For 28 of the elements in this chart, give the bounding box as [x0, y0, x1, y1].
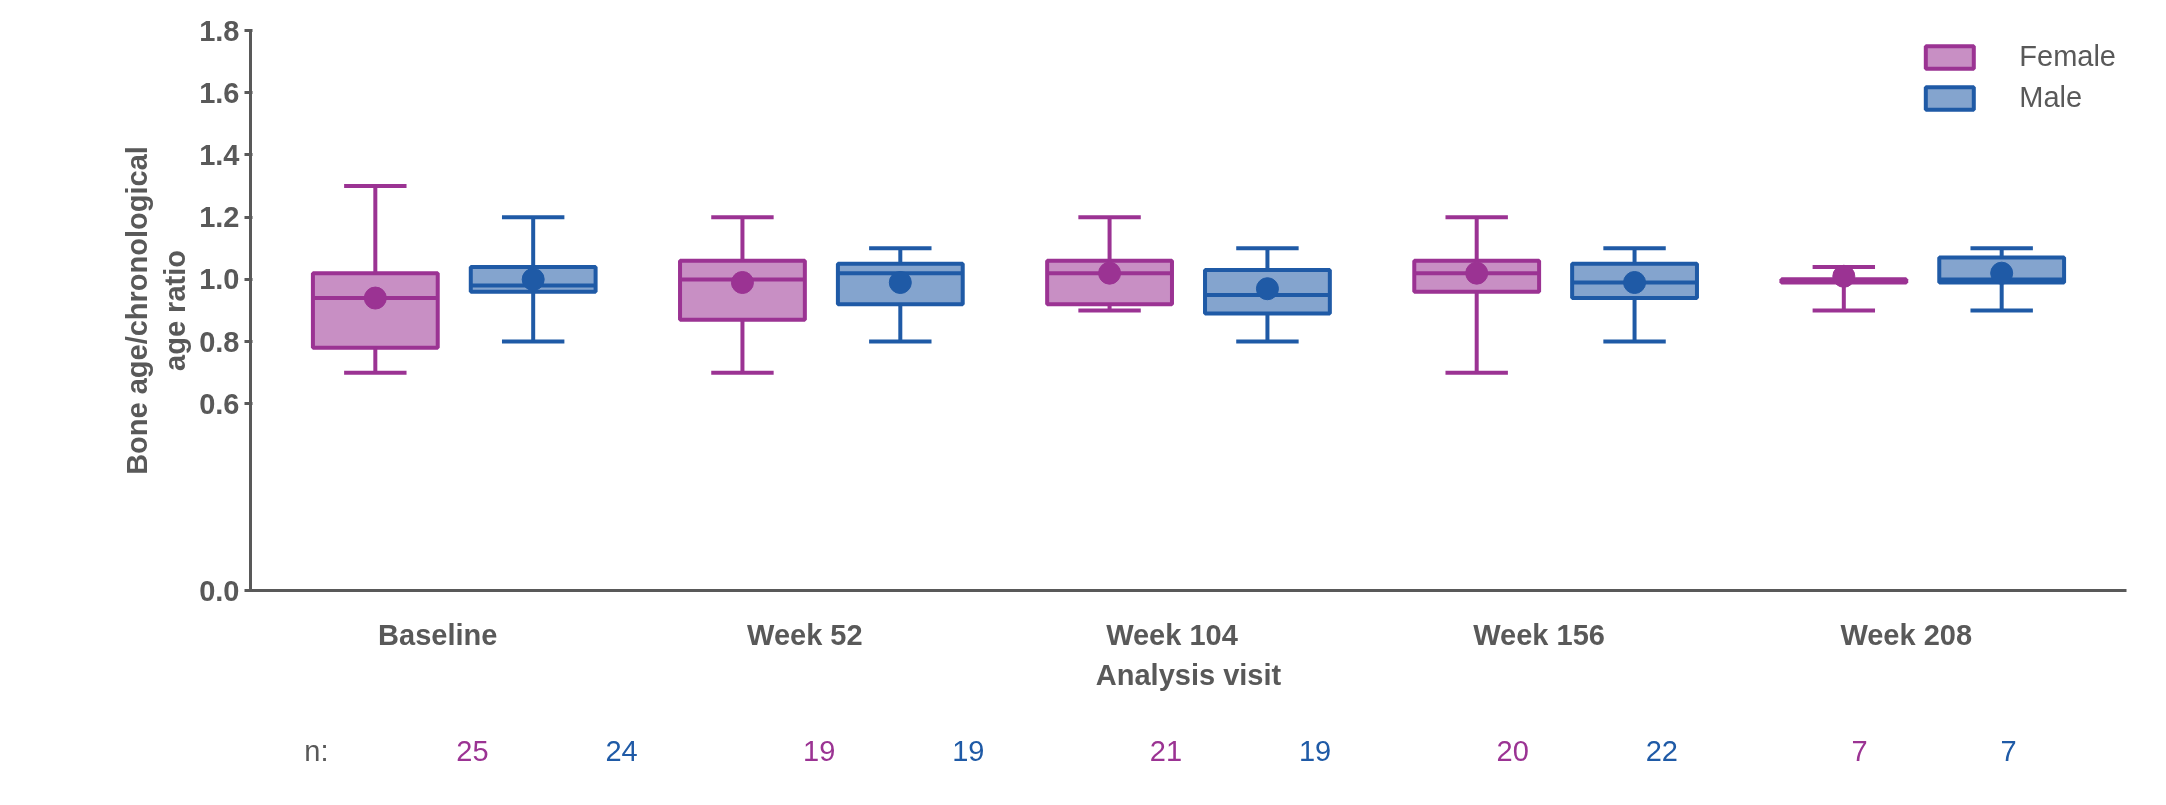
x-tick-label: Week 208: [1840, 618, 1973, 651]
x-tick-label: Baseline: [378, 618, 498, 651]
legend-label: Male: [2019, 81, 2083, 114]
text: 19: [803, 734, 836, 767]
text: n:: [304, 734, 329, 767]
y-tick-label: 0.0: [199, 574, 240, 607]
text: 24: [605, 734, 638, 767]
legend-label: Female: [2019, 40, 2116, 73]
y-tick-label: 1.2: [199, 201, 240, 234]
text: 7: [1851, 734, 1868, 767]
y-tick-label: 0.8: [199, 325, 240, 358]
x-axis-title: Analysis visit: [1095, 658, 1282, 691]
text: 7: [2000, 734, 2017, 767]
y-tick-label: 1.8: [199, 14, 240, 47]
text: 20: [1496, 734, 1529, 767]
text: 19: [1298, 734, 1332, 767]
x-tick-label: Week 104: [1106, 618, 1238, 651]
text: 25: [456, 734, 489, 767]
text: 21: [1149, 734, 1183, 767]
y-tick-label: 1.0: [199, 263, 240, 296]
text: 22: [1645, 734, 1678, 767]
x-tick-label: Week 52: [747, 618, 863, 651]
x-tick-label: Week 156: [1473, 618, 1605, 651]
y-axis-title: Bone age/chronological age ratio: [120, 146, 192, 475]
y-tick-label: 1.6: [199, 76, 240, 109]
y-tick-label: 1.4: [199, 138, 240, 171]
y-tick-label: 0.6: [199, 387, 240, 420]
text: 19: [952, 734, 985, 767]
